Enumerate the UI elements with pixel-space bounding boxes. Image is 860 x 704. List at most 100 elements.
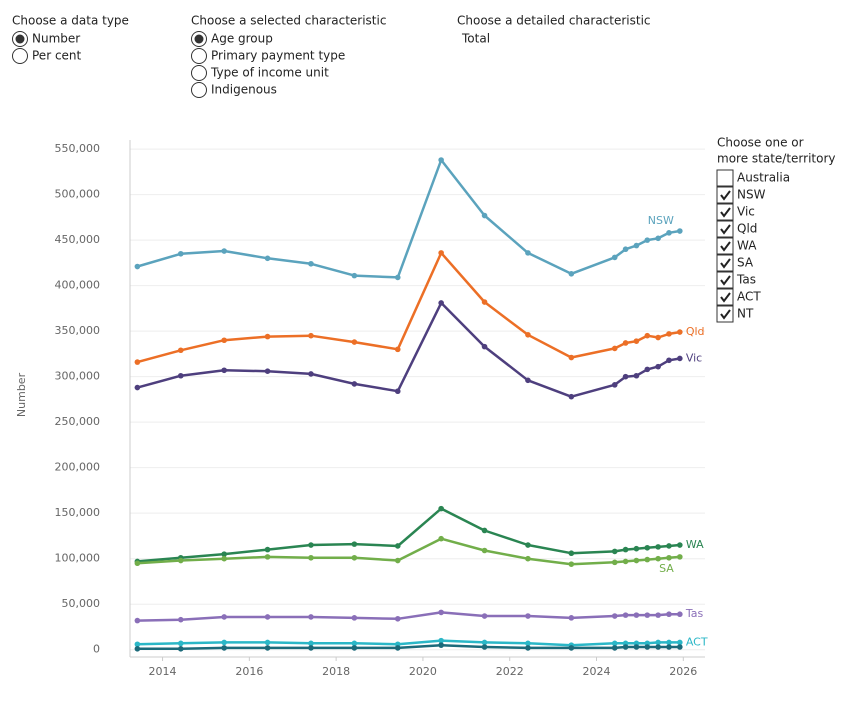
data-point bbox=[622, 373, 629, 380]
checkmark bbox=[720, 309, 731, 320]
data-point bbox=[666, 230, 672, 236]
data-point bbox=[264, 368, 271, 374]
checkbox-label[interactable]: NT bbox=[737, 307, 754, 321]
x-tick-label: 2016 bbox=[235, 665, 263, 678]
data-point bbox=[438, 250, 444, 256]
data-point bbox=[677, 329, 683, 335]
data-point bbox=[221, 551, 227, 557]
checkbox[interactable] bbox=[716, 305, 734, 323]
data-point bbox=[622, 644, 629, 650]
checkbox-label[interactable]: SA bbox=[737, 256, 754, 270]
checkbox-label[interactable]: Qld bbox=[737, 222, 757, 236]
data-point bbox=[666, 543, 672, 549]
data-point bbox=[611, 345, 618, 352]
radio-label[interactable]: Per cent bbox=[32, 49, 82, 63]
radio-button[interactable] bbox=[191, 82, 207, 98]
data-point bbox=[481, 299, 488, 305]
data-point bbox=[622, 546, 629, 553]
data-point bbox=[221, 614, 227, 620]
data-point bbox=[611, 254, 618, 261]
data-point bbox=[177, 372, 184, 379]
data-point bbox=[177, 646, 184, 652]
data-point bbox=[666, 611, 672, 618]
data-point bbox=[525, 331, 531, 338]
data-point bbox=[655, 644, 661, 650]
data-point bbox=[666, 331, 672, 337]
data-point bbox=[394, 388, 401, 395]
radio-button[interactable] bbox=[191, 48, 207, 64]
checkbox-label[interactable]: NSW bbox=[737, 188, 766, 202]
data-point bbox=[655, 334, 661, 341]
checkbox[interactable] bbox=[716, 203, 734, 221]
y-axis-title: Number bbox=[15, 372, 28, 417]
data-point bbox=[568, 645, 575, 651]
series-end-label: SA bbox=[659, 562, 674, 575]
data-point bbox=[655, 639, 661, 646]
data-point bbox=[177, 347, 184, 354]
data-point bbox=[481, 212, 488, 219]
data-point bbox=[655, 555, 661, 562]
data-point bbox=[351, 645, 358, 651]
checkbox[interactable] bbox=[716, 254, 734, 272]
series-line bbox=[137, 301, 681, 398]
data-point bbox=[655, 235, 661, 242]
checkbox-label[interactable]: WA bbox=[737, 239, 757, 253]
y-tick-label: 100,000 bbox=[55, 552, 101, 565]
data-point bbox=[438, 642, 444, 648]
data-point bbox=[221, 337, 227, 344]
data-point bbox=[351, 615, 358, 621]
checkbox[interactable] bbox=[716, 288, 734, 306]
checkbox[interactable] bbox=[716, 220, 734, 238]
data-point bbox=[568, 615, 575, 621]
checkbox-label[interactable]: Tas bbox=[736, 273, 756, 287]
checkmark bbox=[720, 241, 731, 252]
data-point bbox=[481, 547, 488, 554]
series-end-label: ACT bbox=[686, 635, 708, 648]
checkmark bbox=[720, 224, 731, 235]
checkbox[interactable] bbox=[716, 237, 734, 255]
control-title: Choose one or bbox=[717, 136, 804, 150]
data-point bbox=[308, 371, 314, 377]
data-point bbox=[622, 612, 629, 618]
data-point bbox=[308, 640, 314, 647]
checkbox-label[interactable]: ACT bbox=[737, 290, 761, 304]
radio-label[interactable]: Type of income unit bbox=[210, 66, 329, 80]
checkmark bbox=[720, 292, 731, 303]
data-point bbox=[644, 332, 651, 339]
x-tick-label: 2018 bbox=[322, 665, 350, 678]
control-value[interactable]: Total bbox=[461, 32, 490, 46]
data-point bbox=[633, 644, 640, 650]
data-point bbox=[633, 372, 640, 379]
data-point bbox=[481, 527, 488, 534]
data-point bbox=[644, 237, 651, 243]
radio-label[interactable]: Number bbox=[32, 32, 80, 46]
checkmark bbox=[720, 275, 731, 286]
data-point bbox=[264, 546, 271, 553]
checkbox[interactable] bbox=[716, 169, 734, 187]
checkmark bbox=[720, 190, 731, 201]
series-end-label: NSW bbox=[648, 214, 674, 227]
data-point bbox=[611, 640, 618, 647]
radio-label[interactable]: Age group bbox=[211, 32, 273, 46]
data-point bbox=[644, 644, 651, 650]
y-tick-label: 0 bbox=[93, 643, 100, 656]
data-point bbox=[568, 354, 575, 361]
y-tick-label: 150,000 bbox=[55, 506, 101, 519]
data-point bbox=[481, 613, 488, 619]
y-tick-label: 250,000 bbox=[55, 415, 101, 428]
checkbox[interactable] bbox=[716, 186, 734, 204]
radio-label[interactable]: Primary payment type bbox=[211, 49, 345, 63]
radio-button[interactable] bbox=[191, 65, 207, 81]
data-point bbox=[308, 332, 314, 339]
radio-label[interactable]: Indigenous bbox=[211, 83, 277, 97]
checkbox[interactable] bbox=[716, 271, 734, 289]
radio-button[interactable] bbox=[12, 48, 28, 64]
data-point bbox=[525, 645, 531, 651]
data-point bbox=[264, 333, 271, 340]
checkbox-label[interactable]: Vic bbox=[737, 205, 755, 219]
y-tick-label: 450,000 bbox=[55, 233, 101, 246]
checkbox-label[interactable]: Australia bbox=[737, 171, 790, 185]
data-point bbox=[611, 645, 618, 651]
radio-dot bbox=[194, 34, 204, 44]
data-point bbox=[264, 614, 271, 620]
